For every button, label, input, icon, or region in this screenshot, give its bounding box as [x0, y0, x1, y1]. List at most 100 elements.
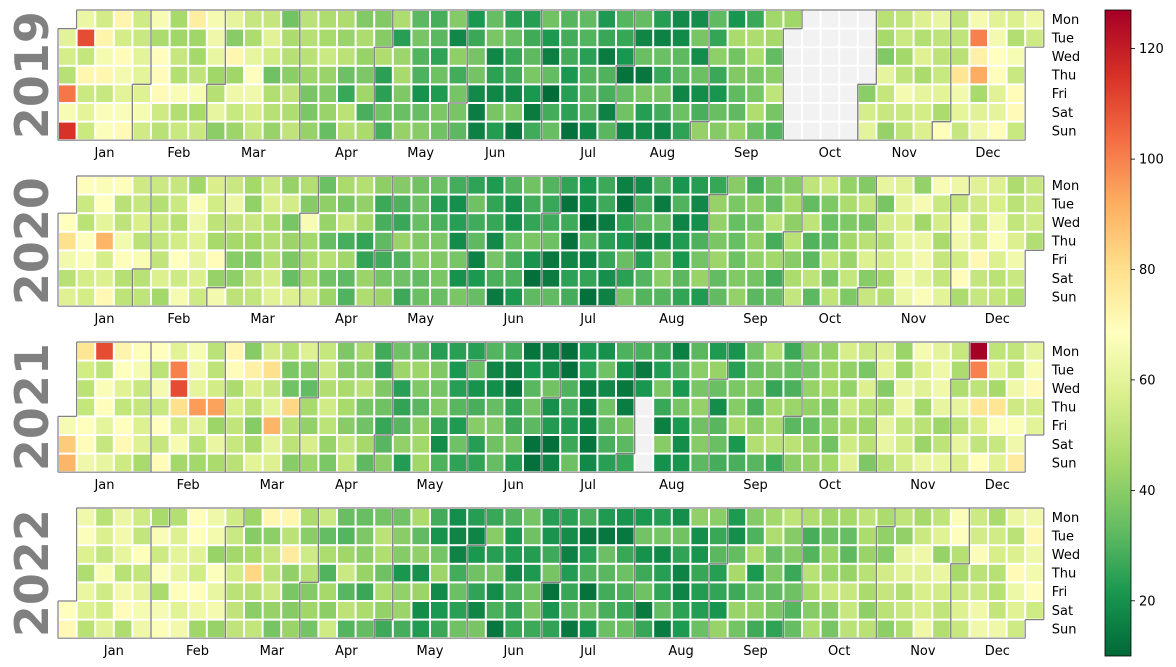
- day-cell: [505, 361, 522, 379]
- day-cell: [189, 270, 206, 287]
- day-cell: [338, 104, 355, 121]
- day-cell: [951, 602, 969, 619]
- day-cell: [1007, 85, 1025, 102]
- day-cell: [672, 380, 690, 397]
- day-cell: [747, 454, 764, 472]
- day-cell: [617, 454, 634, 472]
- day-cell: [263, 251, 281, 268]
- day-cell: [505, 66, 522, 84]
- day-cell: [77, 436, 95, 453]
- day-cell: [970, 122, 987, 140]
- day-cell: [691, 11, 708, 28]
- day-cell: [654, 343, 671, 360]
- day-cell: [524, 564, 541, 582]
- day-cell: [59, 620, 76, 638]
- day-cell: [598, 232, 615, 250]
- day-cell: [282, 361, 299, 379]
- day-cell: [263, 454, 281, 472]
- day-cell: [449, 527, 467, 545]
- day-cell: [486, 251, 504, 268]
- day-cell: [300, 177, 318, 194]
- day-cell: [970, 232, 987, 250]
- day-cell: [245, 214, 262, 231]
- day-cell: [300, 48, 318, 65]
- month-label: Feb: [177, 478, 200, 493]
- day-cell: [524, 48, 541, 65]
- weekday-label: Thu: [1051, 69, 1076, 84]
- day-cell: [858, 343, 876, 360]
- day-cell: [133, 620, 150, 638]
- day-cell: [77, 177, 95, 194]
- day-cell: [989, 270, 1006, 287]
- day-cell: [542, 361, 560, 379]
- day-cell: [449, 564, 467, 582]
- day-cell: [59, 251, 76, 268]
- day-cell: [803, 398, 820, 416]
- month-label: Apr: [335, 312, 358, 327]
- day-cell: [152, 398, 169, 416]
- day-cell: [728, 436, 746, 453]
- day-cell: [77, 509, 95, 526]
- day-cell: [170, 214, 188, 231]
- day-cell: [579, 11, 597, 28]
- day-cell: [170, 436, 188, 453]
- day-cell: [282, 214, 299, 231]
- day-cell: [635, 509, 653, 526]
- day-cell: [914, 546, 932, 563]
- day-cell: [431, 602, 448, 619]
- day-cell: [877, 417, 894, 434]
- day-cell: [933, 48, 950, 65]
- day-cell: [245, 122, 262, 140]
- day-cell: [710, 380, 727, 397]
- day-cell: [263, 122, 281, 140]
- day-cell: [77, 343, 95, 360]
- day-cell: [914, 122, 932, 140]
- day-cell: [710, 620, 727, 638]
- day-cell: [375, 195, 392, 213]
- day-cell: [393, 602, 411, 619]
- day-cell: [468, 343, 485, 360]
- day-cell: [896, 251, 913, 268]
- day-cell: [449, 602, 467, 619]
- day-cell: [263, 509, 281, 526]
- day-cell: [784, 288, 801, 306]
- day-cell: [170, 251, 188, 268]
- day-cell: [728, 177, 746, 194]
- day-cell: [412, 29, 429, 47]
- day-cell: [617, 66, 634, 84]
- day-cell: [77, 214, 95, 231]
- day-cell: [672, 361, 690, 379]
- day-cell: [635, 361, 653, 379]
- day-cell: [468, 11, 485, 28]
- weekday-label: Tue: [1051, 529, 1074, 544]
- day-cell: [468, 270, 485, 287]
- day-cell: [524, 11, 541, 28]
- day-cell: [524, 66, 541, 84]
- day-cell: [914, 288, 932, 306]
- day-cell: [654, 232, 671, 250]
- day-cell: [207, 251, 225, 268]
- day-cell: [951, 288, 969, 306]
- day-cell: [393, 527, 411, 545]
- day-cell: [170, 232, 188, 250]
- day-cell: [170, 11, 188, 28]
- day-cell: [319, 380, 336, 397]
- month-label: Nov: [892, 146, 918, 161]
- day-cell: [579, 104, 597, 121]
- day-cell: [114, 214, 132, 231]
- day-cell: [710, 11, 727, 28]
- day-cell: [579, 48, 597, 65]
- day-cell: [77, 454, 95, 472]
- day-cell: [654, 602, 671, 619]
- day-cell: [449, 195, 467, 213]
- day-cell: [468, 527, 485, 545]
- day-cell: [858, 251, 876, 268]
- day-cell: [263, 343, 281, 360]
- day-cell: [970, 48, 987, 65]
- day-cell: [1007, 177, 1025, 194]
- day-cell: [951, 104, 969, 121]
- day-cell: [598, 48, 615, 65]
- day-cell: [579, 66, 597, 84]
- day-cell: [189, 251, 206, 268]
- day-cell: [114, 546, 132, 563]
